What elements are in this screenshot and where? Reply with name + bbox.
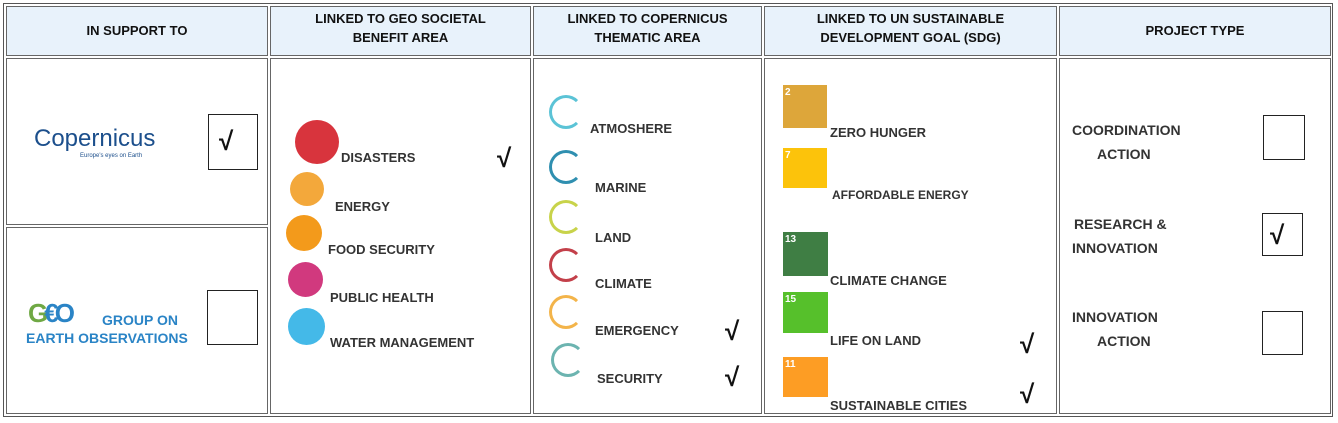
body-cell [6, 227, 268, 414]
header-text: LINKED TO COPERNICUS THEMATIC AREA [533, 9, 762, 47]
benefit-area-label: ENERGY [335, 199, 390, 214]
thematic-area-label: CLIMATE [595, 276, 652, 291]
thematic-area-label: EMERGENCY [595, 323, 679, 338]
food-icon [286, 215, 322, 251]
checkbox [1263, 115, 1305, 160]
benefit-area-label: WATER MANAGEMENT [330, 335, 475, 350]
checkbox [208, 114, 258, 170]
header-cell [764, 6, 1057, 56]
body-cell [764, 58, 1057, 414]
checkbox [1262, 213, 1303, 256]
sdg-icon: 15 [783, 292, 828, 333]
header-line: BENEFIT AREA [352, 30, 449, 45]
header-line: LINKED TO COPERNICUS [567, 11, 728, 26]
project-type-label: RESEARCH & [1074, 216, 1167, 232]
water-icon [288, 308, 325, 345]
header-line: LINKED TO GEO SOCIETAL [315, 11, 486, 26]
header-line: DEVELOPMENT GOAL (SDG) [820, 30, 1001, 45]
project-type-label: ACTION [1097, 146, 1151, 162]
disasters-icon [295, 120, 339, 164]
benefit-area-label: DISASTERS [341, 150, 416, 165]
thematic-area-label: LAND [595, 230, 632, 245]
land-icon [549, 200, 583, 234]
header-cell [270, 6, 531, 56]
check-mark: √ [1020, 329, 1035, 359]
atmosphere-icon [549, 95, 583, 129]
thematic-area-label: ATMOSHERE [590, 121, 673, 136]
geo-logo-line: EARTH OBSERVATIONS [26, 330, 188, 346]
emergency-icon [549, 295, 583, 329]
check-mark: √ [1020, 379, 1035, 409]
body-cell [1059, 58, 1331, 414]
sdg-label: ZERO HUNGER [830, 125, 927, 140]
header-cell [1059, 6, 1331, 56]
header-text: PROJECT TYPE [1145, 23, 1245, 38]
body-cell [6, 58, 268, 225]
thematic-area-label: MARINE [595, 180, 647, 195]
thematic-area-label: SECURITY [597, 371, 663, 386]
security-icon [551, 343, 585, 377]
header-text: IN SUPPORT TO [86, 23, 188, 38]
body-cell [533, 58, 762, 414]
project-type-label: INNOVATION [1072, 240, 1158, 256]
sdg-label: AFFORDABLE ENERGY [832, 188, 969, 202]
energy-icon [290, 172, 324, 206]
check-mark: √ [497, 143, 512, 173]
check-mark: √ [219, 126, 234, 156]
sdg-label: CLIMATE CHANGE [830, 273, 947, 288]
copernicus-logo: Copernicus [34, 125, 156, 152]
sdg-icon: 2 [783, 85, 827, 128]
sdg-icon: 13 [783, 232, 828, 276]
benefit-area-label: PUBLIC HEALTH [330, 290, 434, 305]
checkbox [1262, 311, 1303, 355]
geo-symbol: G€O [28, 298, 75, 328]
sdg-icon: 7 [783, 148, 827, 188]
sdg-icon: 11 [783, 357, 828, 397]
geo-logo-line: GROUP ON [102, 312, 178, 328]
check-mark: √ [725, 362, 740, 392]
header-line: THEMATIC AREA [594, 30, 701, 45]
marine-icon [549, 150, 583, 184]
copernicus-tagline: Europe's eyes on Earth [80, 153, 143, 159]
health-icon [288, 262, 323, 297]
body-cell [270, 58, 531, 414]
benefit-area-label: FOOD SECURITY [328, 242, 435, 257]
project-type-label: INNOVATION [1072, 309, 1158, 325]
check-mark: √ [1270, 220, 1285, 250]
climate-icon [549, 248, 583, 282]
checkbox [207, 290, 258, 345]
project-type-label: ACTION [1097, 333, 1151, 349]
sdg-label: LIFE ON LAND [830, 333, 921, 348]
header-text: LINKED TO UN SUSTAINABLE DEVELOPMENT GOAL… [764, 9, 1057, 47]
header-line: LINKED TO UN SUSTAINABLE [816, 11, 1005, 26]
check-mark: √ [725, 316, 740, 346]
table-frame [3, 3, 1333, 417]
header-cell [533, 6, 762, 56]
project-type-label: COORDINATION [1072, 122, 1181, 138]
header-cell [6, 6, 268, 56]
header-text: LINKED TO GEO SOCIETAL BENEFIT AREA [270, 9, 531, 47]
sdg-label: SUSTAINABLE CITIES [830, 398, 967, 413]
